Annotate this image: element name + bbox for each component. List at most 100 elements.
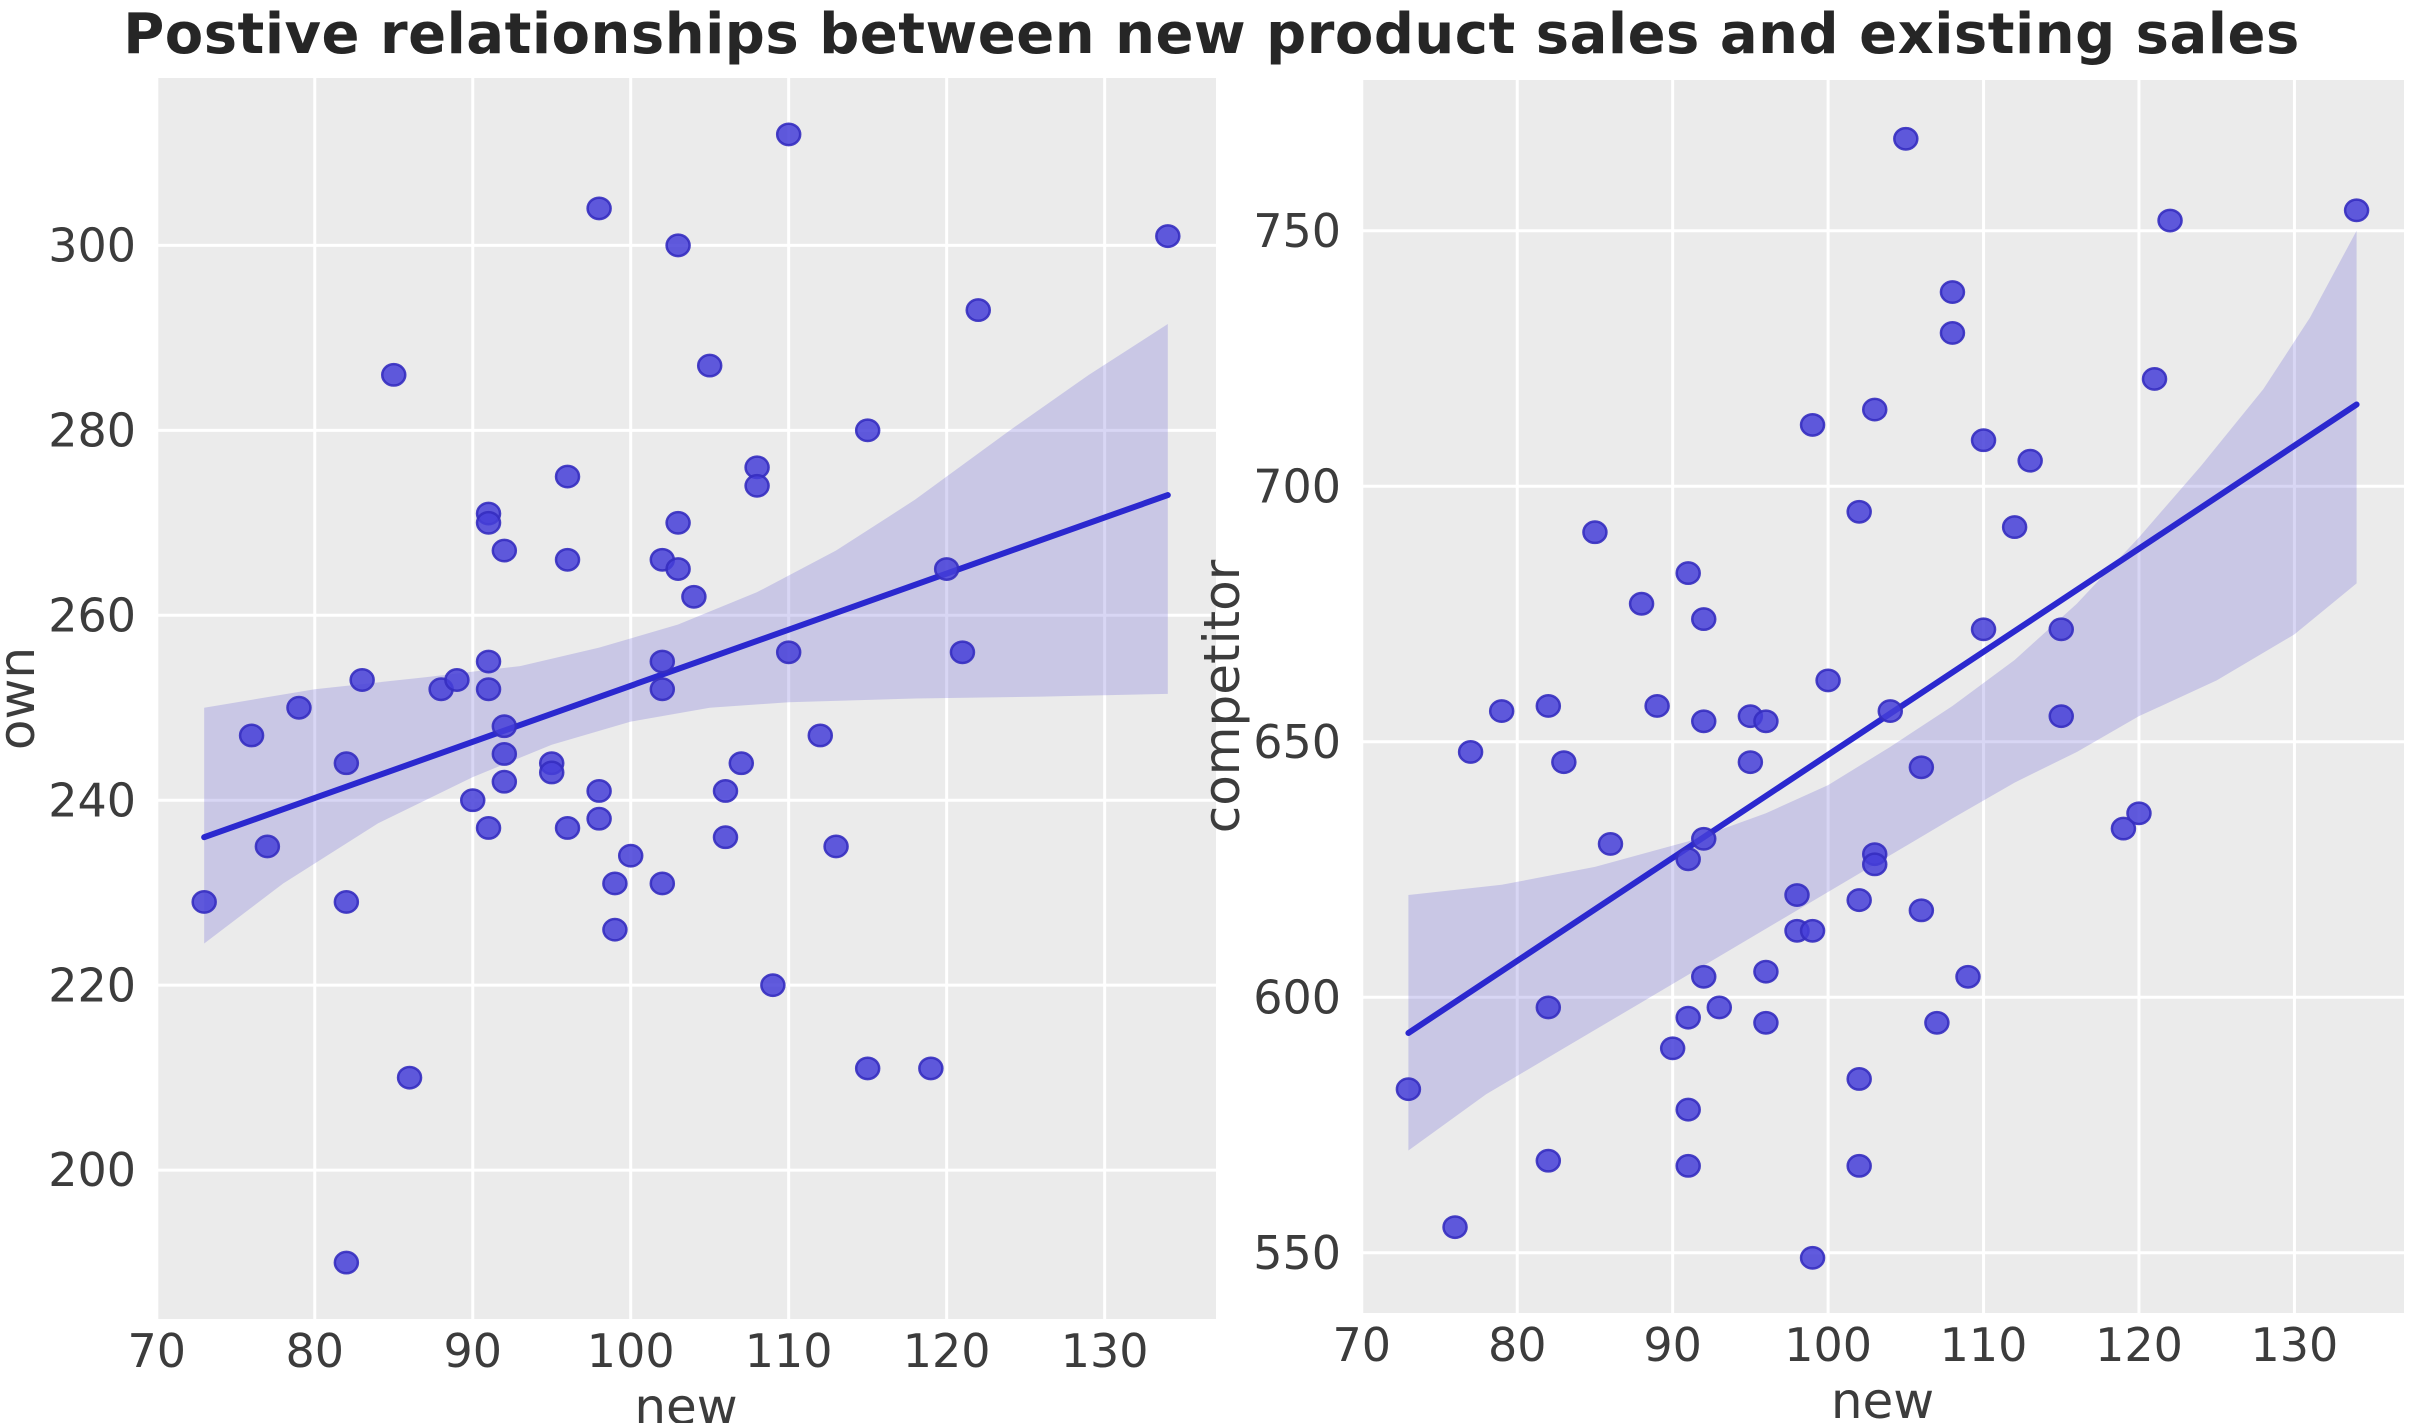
data-point [586, 196, 612, 221]
data-point [475, 677, 502, 702]
data-point [1846, 888, 1872, 913]
data-point [649, 649, 676, 674]
data-point [949, 640, 976, 665]
data-point [602, 871, 628, 896]
y-tick-label: 550 [1253, 1226, 1341, 1280]
data-point [396, 1065, 423, 1090]
data-point [1799, 412, 1826, 437]
y-tick-label: 200 [48, 1143, 136, 1197]
y-tick-label: 240 [48, 773, 136, 827]
data-point [254, 834, 281, 859]
data-point [2157, 208, 2183, 233]
x-tick-label: 90 [443, 1324, 502, 1378]
data-point [1908, 755, 1935, 780]
x-tick-label: 120 [903, 1324, 991, 1378]
data-point [286, 695, 312, 720]
data-point [1690, 607, 1717, 632]
data-point [1970, 617, 1997, 642]
data-point [459, 788, 486, 813]
x-tick-label: 130 [1061, 1324, 1149, 1378]
data-point [2017, 448, 2043, 473]
data-point [349, 668, 375, 692]
data-point [1753, 959, 1779, 984]
data-point [665, 233, 691, 258]
y-tick-label: 650 [1253, 715, 1341, 769]
data-point [238, 723, 265, 748]
y-tick-label: 600 [1253, 970, 1341, 1024]
data-point [1939, 320, 1966, 345]
y-tick-label: 280 [48, 403, 136, 457]
data-point [1970, 428, 1997, 453]
data-point [807, 723, 834, 748]
data-point [1908, 898, 1935, 923]
right-plot: 70 80 90 100 110 120 130 550 600 650 700 750 new comp… [1193, 80, 2404, 1423]
data-point [2141, 366, 2168, 391]
data-point [1535, 995, 1562, 1020]
data-point [933, 557, 960, 581]
data-point [2001, 515, 2028, 540]
y-tick-label: 300 [48, 218, 136, 272]
x-tick-label: 120 [2095, 1318, 2183, 1372]
data-point [1690, 964, 1717, 989]
data-point [1644, 694, 1670, 718]
x-axis-label: new [634, 1378, 737, 1423]
x-tick-label: 70 [1333, 1318, 1392, 1372]
data-point [744, 473, 770, 498]
x-tick-label: 70 [128, 1324, 187, 1378]
data-point [1799, 918, 1826, 943]
data-point [1551, 750, 1577, 775]
data-point [333, 751, 360, 776]
data-point [1690, 826, 1717, 851]
data-point [1488, 699, 1515, 724]
data-point [1675, 1005, 1701, 1030]
data-point [617, 843, 644, 868]
plot-panel [156, 78, 1216, 1319]
data-point [554, 464, 581, 489]
x-axis-label: new [1831, 1372, 1934, 1423]
x-tick-label: 90 [1643, 1318, 1702, 1372]
x-tick-label: 130 [2251, 1318, 2339, 1372]
data-point [1861, 852, 1888, 877]
data-point [2048, 704, 2075, 729]
data-point [775, 640, 802, 665]
data-point [696, 353, 723, 378]
data-point [475, 816, 502, 840]
data-point [665, 557, 691, 581]
data-point [191, 889, 217, 914]
x-tick-label: 80 [1488, 1318, 1547, 1372]
data-point [554, 547, 581, 572]
confidence-band [204, 323, 1168, 944]
data-point [649, 871, 676, 896]
x-tick-label: 100 [1784, 1318, 1872, 1372]
data-point [1846, 1153, 1872, 1178]
data-point [1753, 709, 1779, 734]
regression-line [201, 492, 1171, 841]
data-point [1706, 995, 1733, 1020]
y-tick-label: 750 [1253, 204, 1341, 258]
data-point [586, 779, 612, 803]
data-point [1457, 739, 1484, 764]
data-point [649, 677, 676, 702]
data-point [1753, 1010, 1779, 1035]
data-point [444, 668, 470, 692]
data-point [1955, 964, 1981, 989]
figure-title: Postive relationships between new produc… [123, 2, 2300, 67]
data-point [491, 714, 518, 739]
data-point [1155, 224, 1181, 249]
data-point [1939, 280, 1966, 305]
y-tick-label: 260 [48, 588, 136, 642]
data-point [854, 418, 881, 443]
data-point [586, 806, 612, 831]
data-point [1690, 709, 1717, 734]
x-tick-label: 110 [745, 1324, 833, 1378]
left-plot: 70 80 90 100 110 120 130 200 220 240 260 280 300 new o… [0, 78, 1216, 1423]
y-axis-label: competitor [1193, 559, 1251, 833]
data-point [854, 1056, 881, 1081]
x-tick-label: 100 [587, 1324, 675, 1378]
data-point [1784, 883, 1810, 907]
data-point [1442, 1215, 1468, 1240]
data-point [1535, 694, 1562, 718]
data-point [918, 1056, 944, 1081]
